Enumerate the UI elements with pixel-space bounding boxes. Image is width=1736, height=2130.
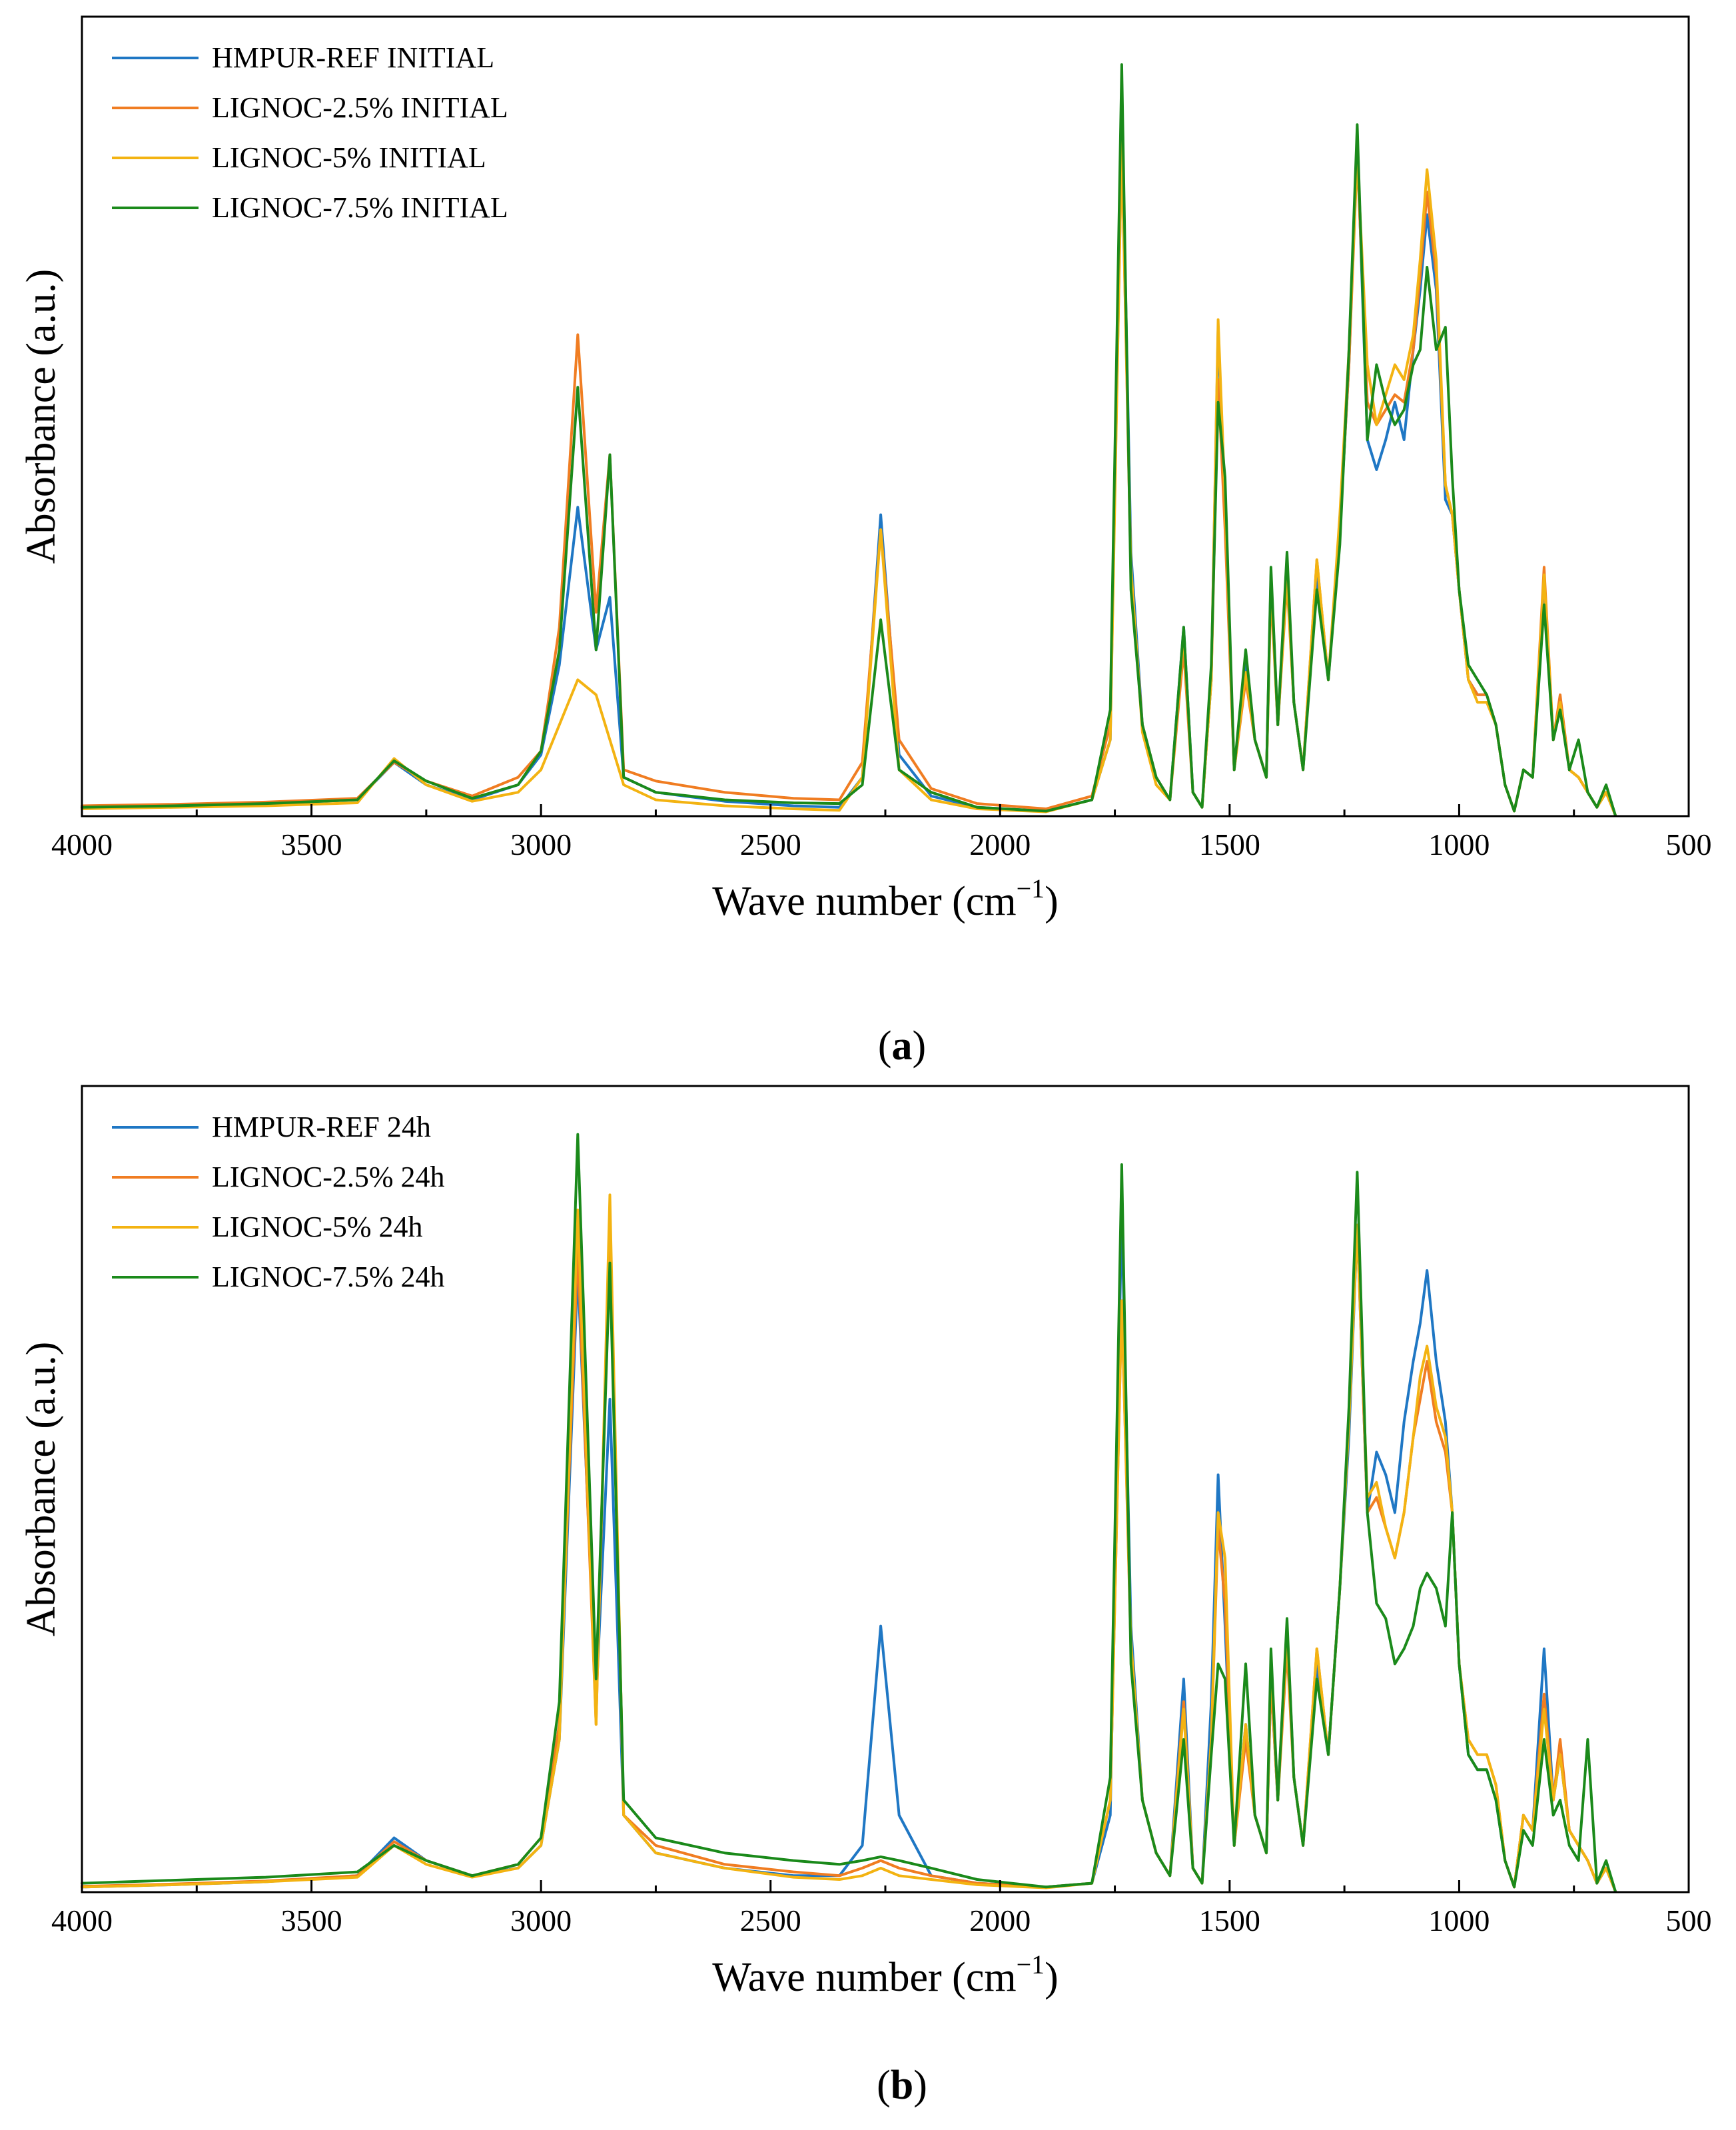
panel-a: 4000 3500 3000 2500 2000 1500 1000 500 Wave numb… — [19, 15, 1712, 1069]
caption-letter: a — [892, 1023, 913, 1069]
legend-label: HMPUR-REF INITIAL — [212, 41, 494, 74]
x-tick-label: 2500 — [740, 827, 801, 861]
legend-label: LIGNOC-5% INITIAL — [212, 141, 486, 174]
x-tick-label: 2000 — [969, 827, 1031, 861]
x-axis-title-superscript: −1 — [1017, 873, 1045, 903]
x-tick-label: 2500 — [740, 1903, 801, 1937]
x-axis-title-close: ) — [1045, 1955, 1059, 2000]
x-tick-label: 3000 — [510, 1903, 572, 1937]
x-axis-title-text: Wave number (cm — [712, 879, 1016, 924]
x-axis-title-text: Wave number (cm — [712, 1955, 1016, 2000]
x-tick-label: 2000 — [969, 1903, 1031, 1937]
x-tick-label: 1500 — [1199, 827, 1260, 861]
legend-label: LIGNOC-5% 24h — [212, 1211, 423, 1243]
series-line-4 — [81, 1133, 1617, 1892]
x-tick-label: 1500 — [1199, 1903, 1260, 1937]
legend-label: LIGNOC-2.5% 24h — [212, 1161, 445, 1193]
x-tick-label: 1000 — [1428, 827, 1490, 861]
y-axis-title: Absorbance (a.u.) — [19, 269, 64, 564]
x-axis-title-superscript: −1 — [1017, 1949, 1045, 1979]
series-line-4 — [81, 63, 1617, 816]
x-tick-label: 500 — [1666, 827, 1712, 861]
legend-label: LIGNOC-7.5% 24h — [212, 1261, 445, 1293]
caption-open: ( — [877, 2063, 891, 2108]
legend-label: LIGNOC-7.5% INITIAL — [212, 191, 508, 224]
x-tick-label: 1000 — [1428, 1903, 1490, 1937]
y-axis-title: Absorbance (a.u.) — [19, 1342, 64, 1636]
caption-close: ) — [913, 1023, 927, 1069]
x-axis-title-close: ) — [1045, 879, 1059, 924]
panel-caption: (b) — [877, 2063, 927, 2108]
x-tick-label: 4000 — [51, 1903, 113, 1937]
legend-label: HMPUR-REF 24h — [212, 1111, 431, 1143]
caption-open: ( — [878, 1023, 892, 1069]
legend: HMPUR-REF INITIAL LIGNOC-2.5% INITIAL LIGN… — [112, 41, 508, 224]
panel-b: 4000 3500 3000 2500 2000 1500 1000 500 Wave numb… — [19, 1085, 1712, 2108]
caption-letter: b — [891, 2063, 913, 2108]
x-tick-label: 3500 — [281, 1903, 342, 1937]
x-tick-label: 3000 — [510, 827, 572, 861]
legend: HMPUR-REF 24h LIGNOC-2.5% 24h LIGNOC-5% 24… — [112, 1111, 445, 1293]
legend-label: LIGNOC-2.5% INITIAL — [212, 91, 508, 124]
x-tick-label: 4000 — [51, 827, 113, 861]
x-tick-label: 3500 — [281, 827, 342, 861]
x-axis-title: Wave number (cm−1) — [712, 1949, 1059, 2000]
x-tick-label: 500 — [1666, 1903, 1712, 1937]
x-axis-title: Wave number (cm−1) — [712, 873, 1059, 924]
caption-close: ) — [913, 2063, 927, 2108]
panel-caption: (a) — [878, 1023, 926, 1069]
